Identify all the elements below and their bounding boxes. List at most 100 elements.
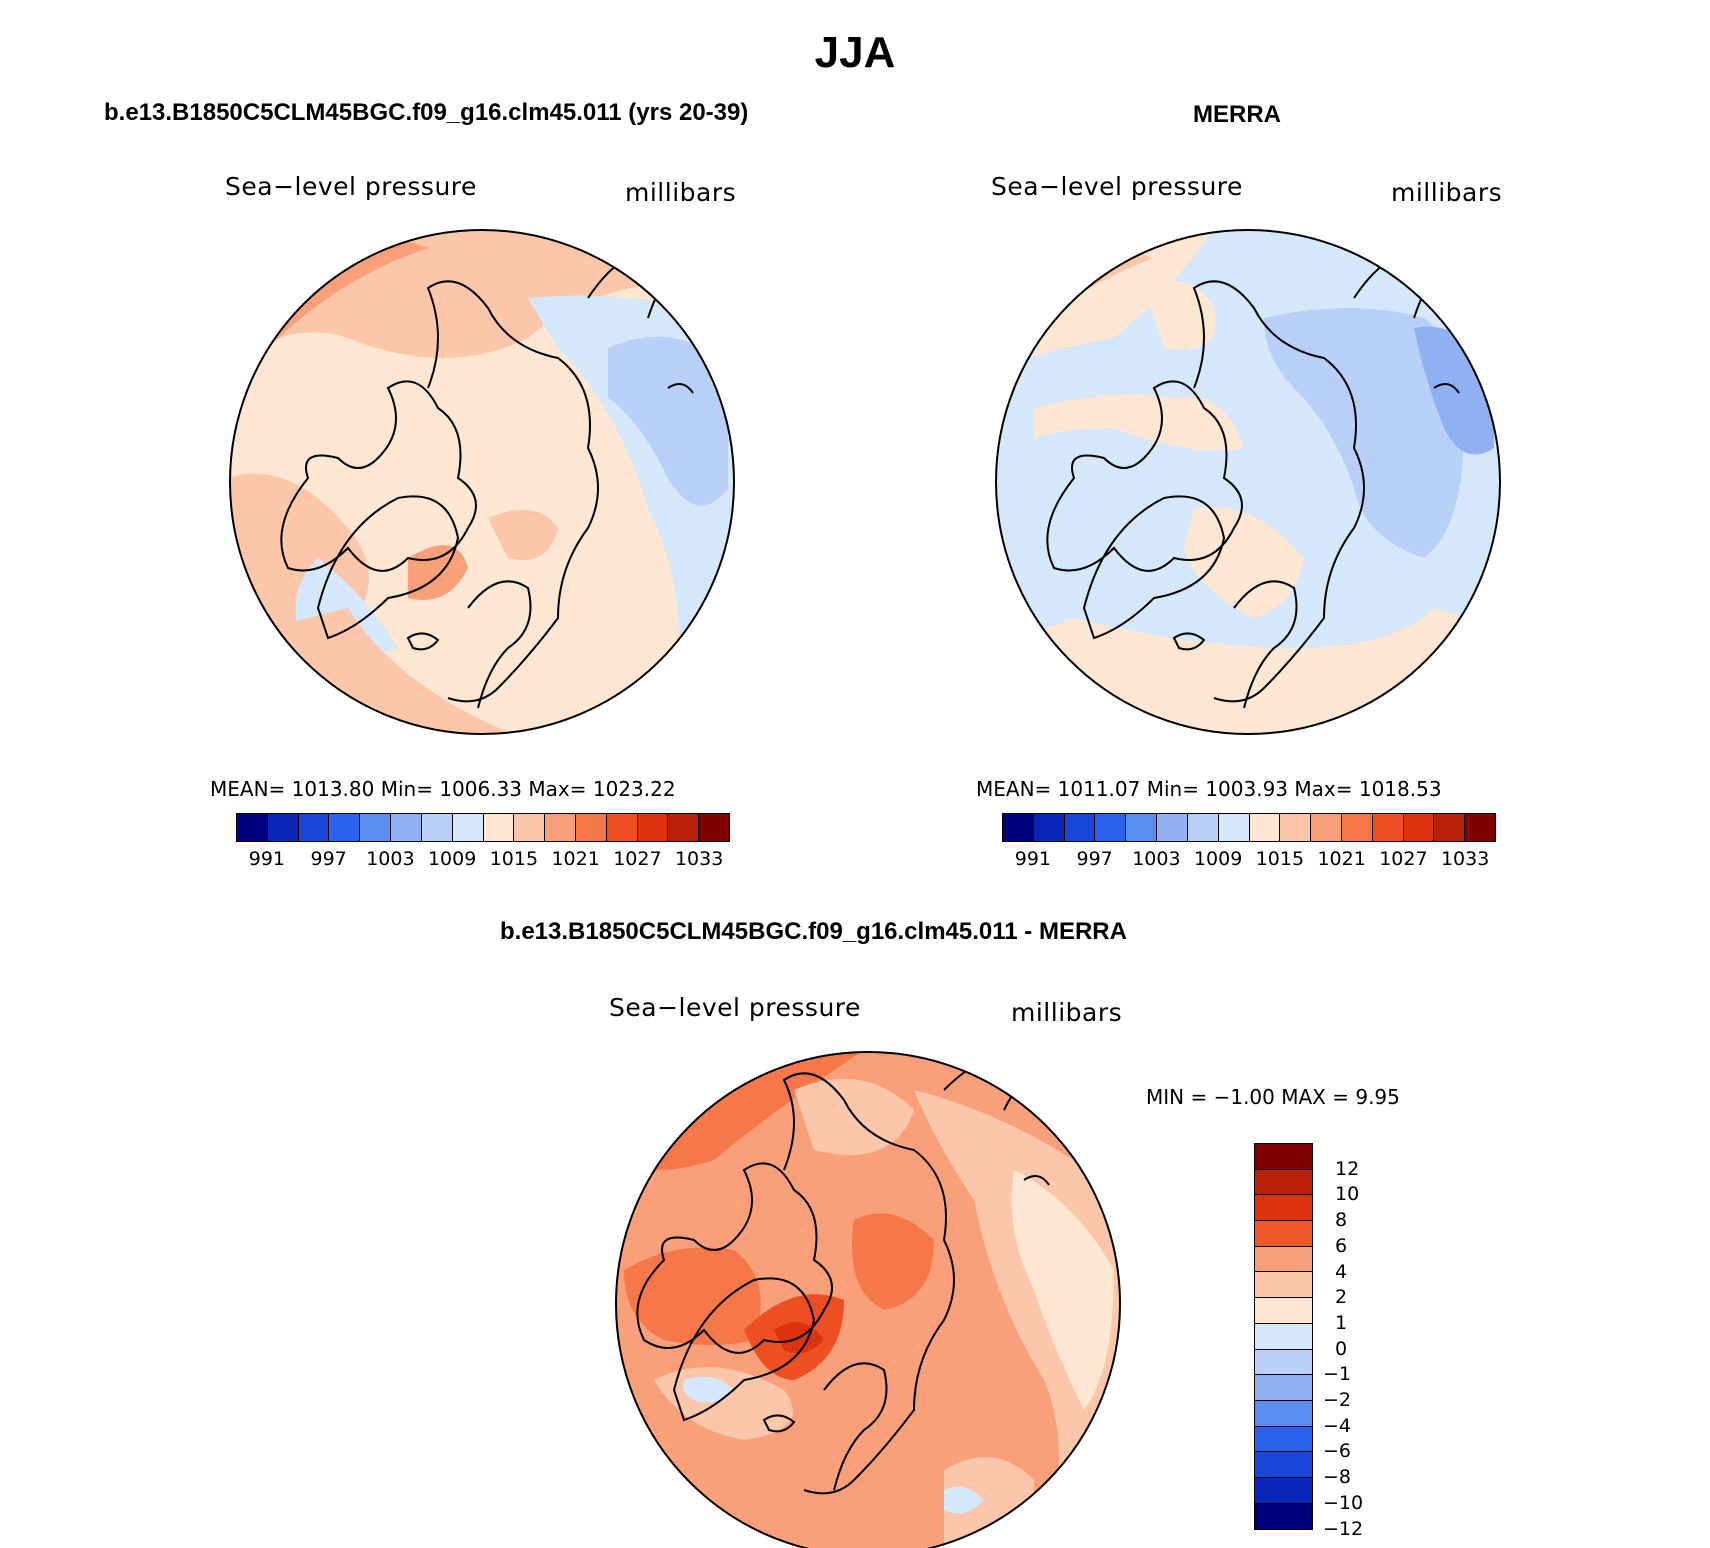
slp-contour-1015-c xyxy=(1034,394,1244,451)
colorbar-swatch xyxy=(1434,814,1466,841)
slp-contour-1009 xyxy=(608,336,728,506)
colorbar-swatch xyxy=(1280,814,1312,841)
colorbar-swatch xyxy=(1403,814,1435,841)
colorbar-tick-label: 1021 xyxy=(551,848,600,870)
panel-diff-title: b.e13.B1850C5CLM45BGC.f09_g16.clm45.011 … xyxy=(500,918,1127,945)
diff-contour-neg1-b xyxy=(944,1486,984,1514)
colorbar-swatch xyxy=(699,814,729,841)
slp-contour-1021-d xyxy=(488,510,558,560)
colorbar-swatch xyxy=(1372,814,1404,841)
panel-merra-polar-map xyxy=(995,229,1501,735)
colorbar-swatch xyxy=(575,814,607,841)
panel-diff-colorbar xyxy=(1254,1143,1313,1531)
colorbar-swatch xyxy=(1218,814,1250,841)
colorbar-swatch xyxy=(452,814,484,841)
colorbar-tick-label: 997 xyxy=(1076,848,1113,870)
colorbar-tick-label: 1033 xyxy=(674,848,724,870)
colorbar-swatch xyxy=(1126,814,1158,841)
colorbar-swatch xyxy=(1465,814,1495,841)
colorbar-swatch xyxy=(1255,1503,1312,1530)
diff-contour-neg1 xyxy=(683,1376,734,1403)
colorbar-swatch xyxy=(1255,1246,1312,1273)
panel-merra-title: MERRA xyxy=(1193,101,1281,128)
colorbar-tick-label: −2 xyxy=(1323,1389,1352,1411)
colorbar-tick-label: 1027 xyxy=(1379,848,1428,870)
colorbar-tick-label: 1003 xyxy=(1132,848,1181,870)
map-boundary xyxy=(229,229,735,735)
colorbar-swatch xyxy=(637,814,669,841)
colorbar-swatch xyxy=(267,814,299,841)
colorbar-tick-label: 10 xyxy=(1335,1183,1360,1206)
colorbar-tick-label: 12 xyxy=(1335,1157,1360,1180)
panel-diff-units-label: millibars xyxy=(1011,998,1123,1027)
colorbar-swatch xyxy=(668,814,700,841)
colorbar-tick-label: 1015 xyxy=(1255,848,1305,870)
colorbar-tick-label: 1033 xyxy=(1440,848,1490,870)
colorbar-tick-label: 1015 xyxy=(489,848,539,870)
colorbar-swatch xyxy=(391,814,422,841)
map-boundary xyxy=(615,1051,1121,1548)
figure-title: JJA xyxy=(814,28,896,77)
colorbar-tick-label: 0 xyxy=(1335,1337,1348,1360)
colorbar-swatch xyxy=(1255,1323,1312,1350)
colorbar-swatch xyxy=(1255,1221,1312,1247)
colorbar-tick-label: 1021 xyxy=(1317,848,1366,870)
colorbar-tick-label: −12 xyxy=(1323,1517,1364,1540)
panel-merra-stats: MEAN= 1011.07 Min= 1003.93 Max= 1018.53 xyxy=(976,777,1442,801)
colorbar-swatch xyxy=(1187,814,1219,841)
colorbar-swatch xyxy=(329,814,361,841)
panel-model-colorbar xyxy=(236,813,730,842)
colorbar-swatch xyxy=(1255,1426,1312,1453)
colorbar-swatch xyxy=(1255,1272,1312,1299)
diff-contour-2-b xyxy=(914,1090,1120,1548)
diff-contour-1 xyxy=(1011,1170,1114,1410)
colorbar-tick-label: −6 xyxy=(1323,1440,1352,1463)
colorbar-tick-label: −10 xyxy=(1323,1491,1364,1514)
colorbar-swatch xyxy=(1255,1195,1312,1222)
colorbar-swatch xyxy=(1003,814,1034,841)
colorbar-swatch xyxy=(1255,1144,1312,1170)
colorbar-tick-label: 991 xyxy=(1014,848,1052,870)
colorbar-swatch xyxy=(1255,1169,1312,1196)
panel-merra-units-label: millibars xyxy=(1391,178,1503,207)
panel-model-stats: MEAN= 1013.80 Min= 1006.33 Max= 1023.22 xyxy=(210,777,676,801)
colorbar-swatch xyxy=(421,814,453,841)
colorbar-swatch xyxy=(1064,814,1096,841)
slp-contour-1015-d xyxy=(1184,506,1304,618)
colorbar-tick-label: 1003 xyxy=(366,848,415,870)
panel-merra-field-label: Sea−level pressure xyxy=(991,172,1243,201)
colorbar-swatch xyxy=(1033,814,1065,841)
colorbar-swatch xyxy=(1249,814,1281,841)
colorbar-tick-label: 1009 xyxy=(427,848,477,870)
colorbar-swatch xyxy=(237,814,268,841)
diff-contour-4-c xyxy=(624,1247,761,1345)
colorbar-tick-label: −4 xyxy=(1323,1414,1352,1437)
coastlines xyxy=(636,1059,1050,1495)
panel-merra-colorbar-ticks: 991 997 1003 1009 1015 1021 1027 1033 xyxy=(1002,848,1494,872)
colorbar-swatch xyxy=(514,814,546,841)
colorbar-swatch xyxy=(298,814,330,841)
panel-merra-colorbar xyxy=(1002,813,1496,842)
colorbar-tick-label: 997 xyxy=(310,848,347,870)
panel-diff-polar-map xyxy=(615,1051,1121,1548)
panel-model-units-label: millibars xyxy=(625,178,737,207)
colorbar-tick-label: −8 xyxy=(1323,1466,1352,1489)
diff-contour-4-b xyxy=(852,1213,934,1310)
colorbar-swatch xyxy=(1255,1298,1312,1324)
colorbar-tick-label: 8 xyxy=(1335,1209,1348,1232)
colorbar-swatch xyxy=(1095,814,1127,841)
panel-diff-field-label: Sea−level pressure xyxy=(609,993,861,1022)
panel-model-colorbar-ticks: 991 997 1003 1009 1015 1021 1027 1033 xyxy=(236,848,728,872)
colorbar-swatch xyxy=(1255,1375,1312,1401)
colorbar-tick-label: 2 xyxy=(1335,1286,1348,1309)
colorbar-tick-label: 1009 xyxy=(1193,848,1243,870)
colorbar-tick-label: 6 xyxy=(1335,1234,1348,1257)
colorbar-swatch xyxy=(360,814,392,841)
colorbar-swatch xyxy=(1255,1400,1312,1427)
panel-diff-colorbar-ticks: 12 10 8 6 4 2 1 0 −1 −2 −4 −6 −8 −10 −12 xyxy=(1323,1143,1403,1543)
colorbar-swatch xyxy=(1255,1452,1312,1478)
panel-model-title: b.e13.B1850C5CLM45BGC.f09_g16.clm45.011 … xyxy=(104,99,749,126)
colorbar-swatch xyxy=(1255,1349,1312,1376)
colorbar-swatch xyxy=(1157,814,1188,841)
colorbar-tick-label: −1 xyxy=(1323,1363,1352,1386)
